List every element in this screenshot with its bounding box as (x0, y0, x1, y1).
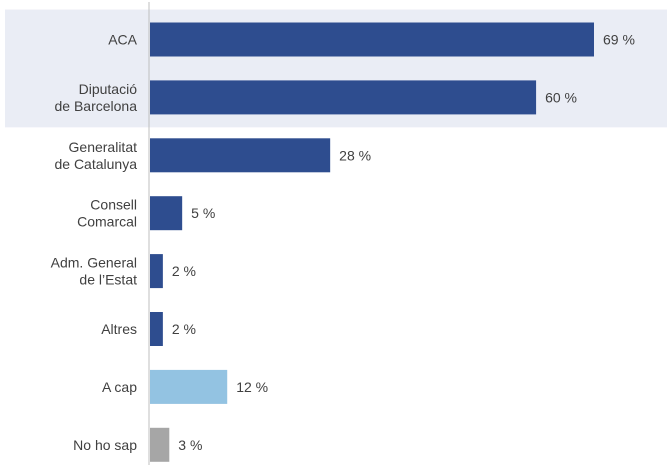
value-label-5: 2 % (172, 321, 196, 337)
category-label-line: A cap (102, 379, 137, 395)
category-label-line: Adm. General (51, 255, 137, 271)
bar-3 (150, 196, 183, 231)
category-label-line: Comarcal (77, 214, 137, 230)
value-label-7: 3 % (178, 437, 202, 453)
category-label-3: Consell Comarcal (77, 197, 137, 230)
bar-6 (150, 369, 228, 404)
category-label-line: de l’Estat (79, 272, 137, 288)
category-label-4: Adm. General de l’Estat (51, 255, 137, 288)
category-label-1: Diputació de Barcelona (54, 81, 137, 114)
value-label-4: 2 % (172, 263, 196, 279)
category-label-line: de Catalunya (54, 156, 137, 172)
category-label-line: Generalitat (69, 139, 138, 155)
category-label-line: Consell (90, 197, 137, 213)
value-label-0: 69 % (603, 32, 635, 48)
value-label-3: 5 % (191, 205, 215, 221)
bar-2 (150, 138, 331, 173)
value-label-2: 28 % (339, 147, 371, 163)
category-label-line: ACA (108, 32, 137, 48)
bar-7 (150, 427, 170, 462)
value-label-1: 60 % (545, 89, 577, 105)
category-label-2: Generalitat de Catalunya (54, 139, 137, 172)
category-label-5: Altres (101, 321, 137, 337)
category-label-line: Altres (101, 321, 137, 337)
bar-0 (150, 22, 594, 57)
category-label-0: ACA (108, 32, 137, 48)
bar-4 (150, 254, 163, 289)
category-label-6: A cap (102, 379, 137, 395)
category-label-line: No ho sap (73, 437, 137, 453)
value-label-6: 12 % (236, 379, 268, 395)
category-label-line: de Barcelona (54, 98, 137, 114)
bar-5 (150, 312, 163, 346)
bar-1 (150, 80, 537, 115)
category-label-line: Diputació (79, 81, 138, 97)
category-label-7: No ho sap (73, 437, 137, 453)
